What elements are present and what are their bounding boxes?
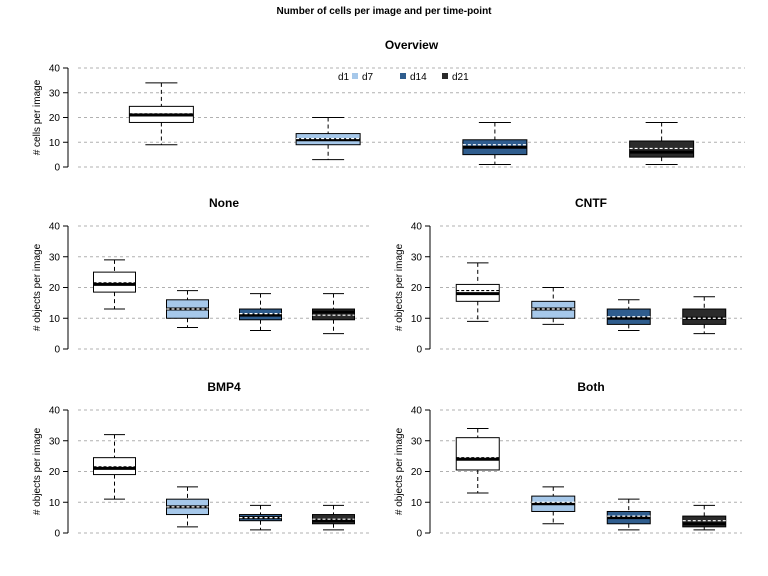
y-axis-label: # cells per image — [32, 79, 43, 155]
legend-label: d1 — [338, 72, 350, 83]
y-tick-label: 20 — [49, 113, 61, 124]
legend-entry-d1: d1 — [338, 72, 350, 83]
y-axis-label: # objects per image — [394, 243, 405, 331]
box-body — [682, 515, 727, 528]
panel-none: None 0 10 20 30 40 # objects per image — [32, 196, 370, 356]
box-d14 — [239, 504, 282, 531]
y-tick-label: 30 — [49, 88, 61, 99]
box-body — [682, 308, 727, 325]
y-tick-label: 30 — [49, 252, 61, 263]
legend-label: d7 — [362, 72, 374, 83]
box-body — [93, 457, 136, 476]
box-d21 — [312, 293, 355, 335]
box-body — [455, 437, 500, 471]
y-tick-label: 30 — [411, 252, 423, 263]
y-tick-label: 0 — [54, 345, 60, 356]
y-tick-label: 20 — [411, 283, 423, 294]
legend-swatch — [400, 73, 406, 79]
box-d7 — [531, 287, 576, 325]
panel-title: Overview — [385, 38, 439, 52]
legend-label: d21 — [452, 72, 469, 83]
panel-title: BMP4 — [207, 380, 241, 394]
y-tick-label: 10 — [49, 498, 61, 509]
figure-title: Number of cells per image and per time-p… — [276, 6, 492, 17]
panel-bmp4: BMP4 0 10 20 30 40 # objects per image — [32, 380, 370, 540]
box-d7 — [295, 117, 361, 161]
panel-overview: Overview 0 10 20 30 40 # cells per image — [32, 38, 745, 174]
box-d14 — [606, 498, 651, 531]
legend-entry-d14: d14 — [400, 72, 427, 83]
y-axis-label: # objects per image — [394, 427, 405, 515]
box-d1 — [455, 427, 500, 494]
y-tick-label: 40 — [411, 222, 423, 233]
legend-label: d14 — [410, 72, 427, 83]
y-tick-label: 20 — [49, 283, 61, 294]
panel-cntf: CNTF 0 10 20 30 40 # objects per image — [394, 196, 742, 356]
box-d1 — [128, 82, 194, 146]
box-d21 — [629, 121, 695, 166]
box-d14 — [239, 293, 282, 332]
y-tick-label: 0 — [416, 529, 422, 540]
box-d1 — [455, 262, 500, 322]
y-tick-label: 0 — [54, 163, 60, 174]
y-tick-label: 40 — [49, 64, 61, 75]
box-d14 — [606, 299, 651, 332]
box-d7 — [166, 486, 209, 528]
panels: Overview 0 10 20 30 40 # cells per image None 0 1… — [32, 38, 745, 540]
y-tick-label: 40 — [49, 406, 61, 417]
box-d21 — [312, 504, 355, 531]
box-d21 — [682, 296, 727, 335]
y-axis-label: # objects per image — [32, 243, 43, 331]
panel-both: Both 0 10 20 30 40 # objects per image — [394, 380, 742, 540]
box-d1 — [93, 434, 136, 500]
y-tick-label: 10 — [49, 314, 61, 325]
legend: d1 d7 d14 d21 — [338, 72, 469, 83]
y-axis-label: # objects per image — [32, 427, 43, 515]
legend-swatch — [442, 73, 448, 79]
y-tick-label: 20 — [411, 467, 423, 478]
y-tick-label: 0 — [54, 529, 60, 540]
box-d21 — [682, 504, 727, 531]
y-tick-label: 10 — [49, 138, 61, 149]
y-tick-label: 10 — [411, 498, 423, 509]
box-d14 — [462, 121, 528, 166]
box-d1 — [93, 259, 136, 310]
panel-title: None — [209, 196, 239, 210]
y-tick-label: 30 — [49, 436, 61, 447]
legend-entry-d21: d21 — [442, 72, 469, 83]
box-d7 — [166, 290, 209, 328]
y-tick-label: 40 — [411, 406, 423, 417]
box-d7 — [531, 486, 576, 525]
box-body — [93, 271, 136, 293]
y-tick-label: 30 — [411, 436, 423, 447]
y-tick-label: 20 — [49, 467, 61, 478]
y-tick-label: 10 — [411, 314, 423, 325]
y-tick-label: 40 — [49, 222, 61, 233]
y-tick-label: 0 — [416, 345, 422, 356]
legend-swatch — [352, 73, 358, 79]
panel-title: CNTF — [575, 196, 607, 210]
box-body — [312, 308, 355, 321]
legend-entry-d7: d7 — [352, 72, 374, 83]
panel-title: Both — [577, 380, 604, 394]
box-body — [629, 140, 695, 158]
